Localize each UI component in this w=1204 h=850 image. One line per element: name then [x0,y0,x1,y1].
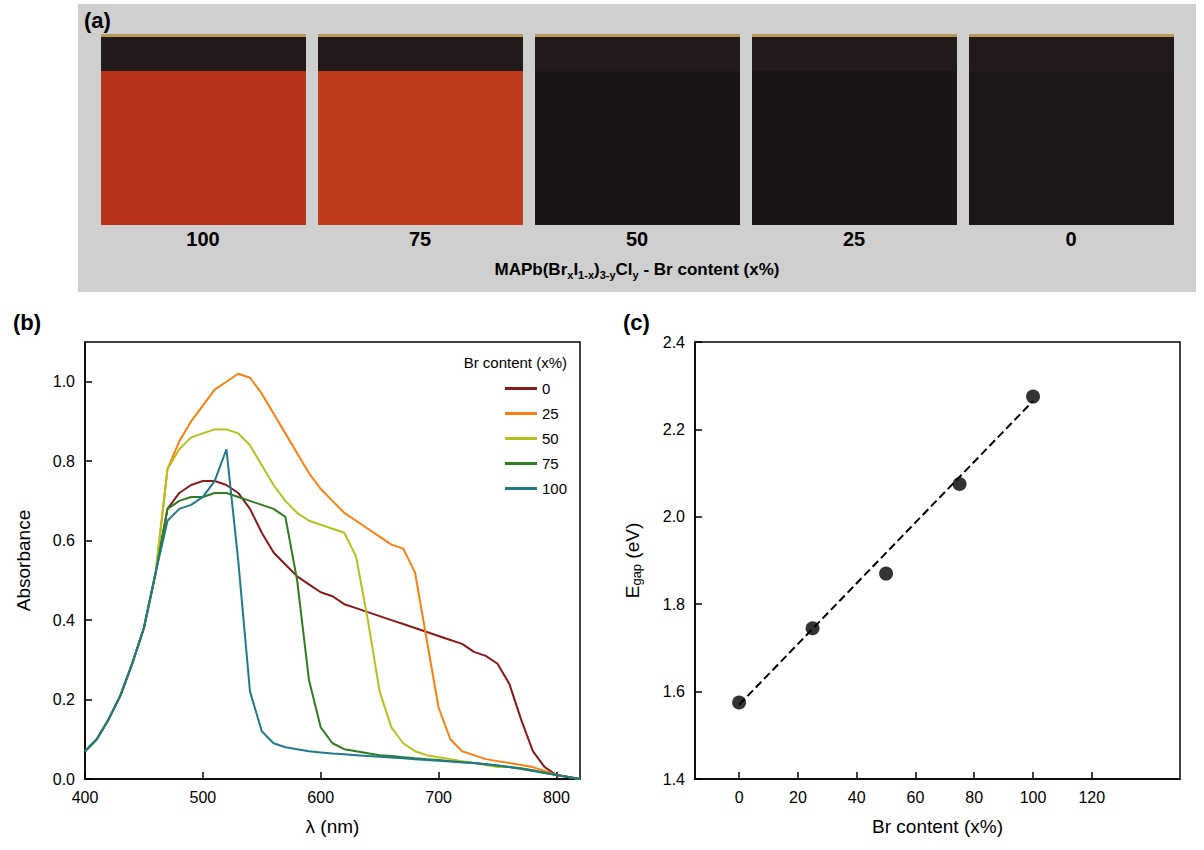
svg-text:80: 80 [965,789,983,806]
svg-text:25: 25 [542,405,559,422]
svg-text:100: 100 [542,480,567,497]
svg-text:0.4: 0.4 [53,612,75,629]
svg-text:400: 400 [72,789,99,806]
svg-text:E: E [622,586,643,599]
html-text:50: 50 [625,228,649,250]
svg-text:20: 20 [789,789,807,806]
svg-text:120: 120 [1078,789,1105,806]
svg-text:1.6: 1.6 [663,683,685,700]
svg-text:500: 500 [190,789,217,806]
svg-text:Br content (x%): Br content (x%) [872,816,1003,837]
svg-text:600: 600 [307,789,334,806]
svg-text:λ (nm): λ (nm) [306,816,360,837]
svg-text:2.2: 2.2 [663,421,685,438]
svg-text:gap: gap [629,564,644,586]
html-text:0: 0 [1065,228,1077,250]
svg-text:0.2: 0.2 [53,691,75,708]
svg-text:0: 0 [735,789,744,806]
html-text:25: 25 [842,228,866,250]
svg-text:1.0: 1.0 [53,373,75,390]
svg-text:40: 40 [848,789,866,806]
svg-text:800: 800 [543,789,570,806]
html-text:75: 75 [408,228,432,250]
svg-text:50: 50 [542,430,559,447]
svg-text:(c): (c) [623,310,650,335]
svg-text:100: 100 [1020,789,1047,806]
svg-text:0.8: 0.8 [53,453,75,470]
svg-text:1.4: 1.4 [663,771,685,788]
html-text:100: 100 [186,228,220,250]
html-text:(a): (a) [84,8,111,33]
svg-text:0: 0 [542,380,550,397]
svg-text:0.6: 0.6 [53,532,75,549]
svg-text:0.0: 0.0 [53,771,75,788]
svg-text:(b): (b) [13,310,41,335]
html-text:MAPb(BrxI1-x)3-yCly- Br conten: MAPb(BrxI1-x)3-yCly- Br content (x%) [494,260,780,282]
svg-text:(eV): (eV) [622,523,643,564]
svg-text:Absorbance: Absorbance [13,510,34,611]
svg-text:1.8: 1.8 [663,596,685,613]
svg-text:Br content (x%): Br content (x%) [464,354,567,371]
svg-text:2.0: 2.0 [663,508,685,525]
svg-text:75: 75 [542,455,559,472]
svg-text:700: 700 [425,789,452,806]
svg-text:2.4: 2.4 [663,334,685,351]
svg-text:60: 60 [907,789,925,806]
